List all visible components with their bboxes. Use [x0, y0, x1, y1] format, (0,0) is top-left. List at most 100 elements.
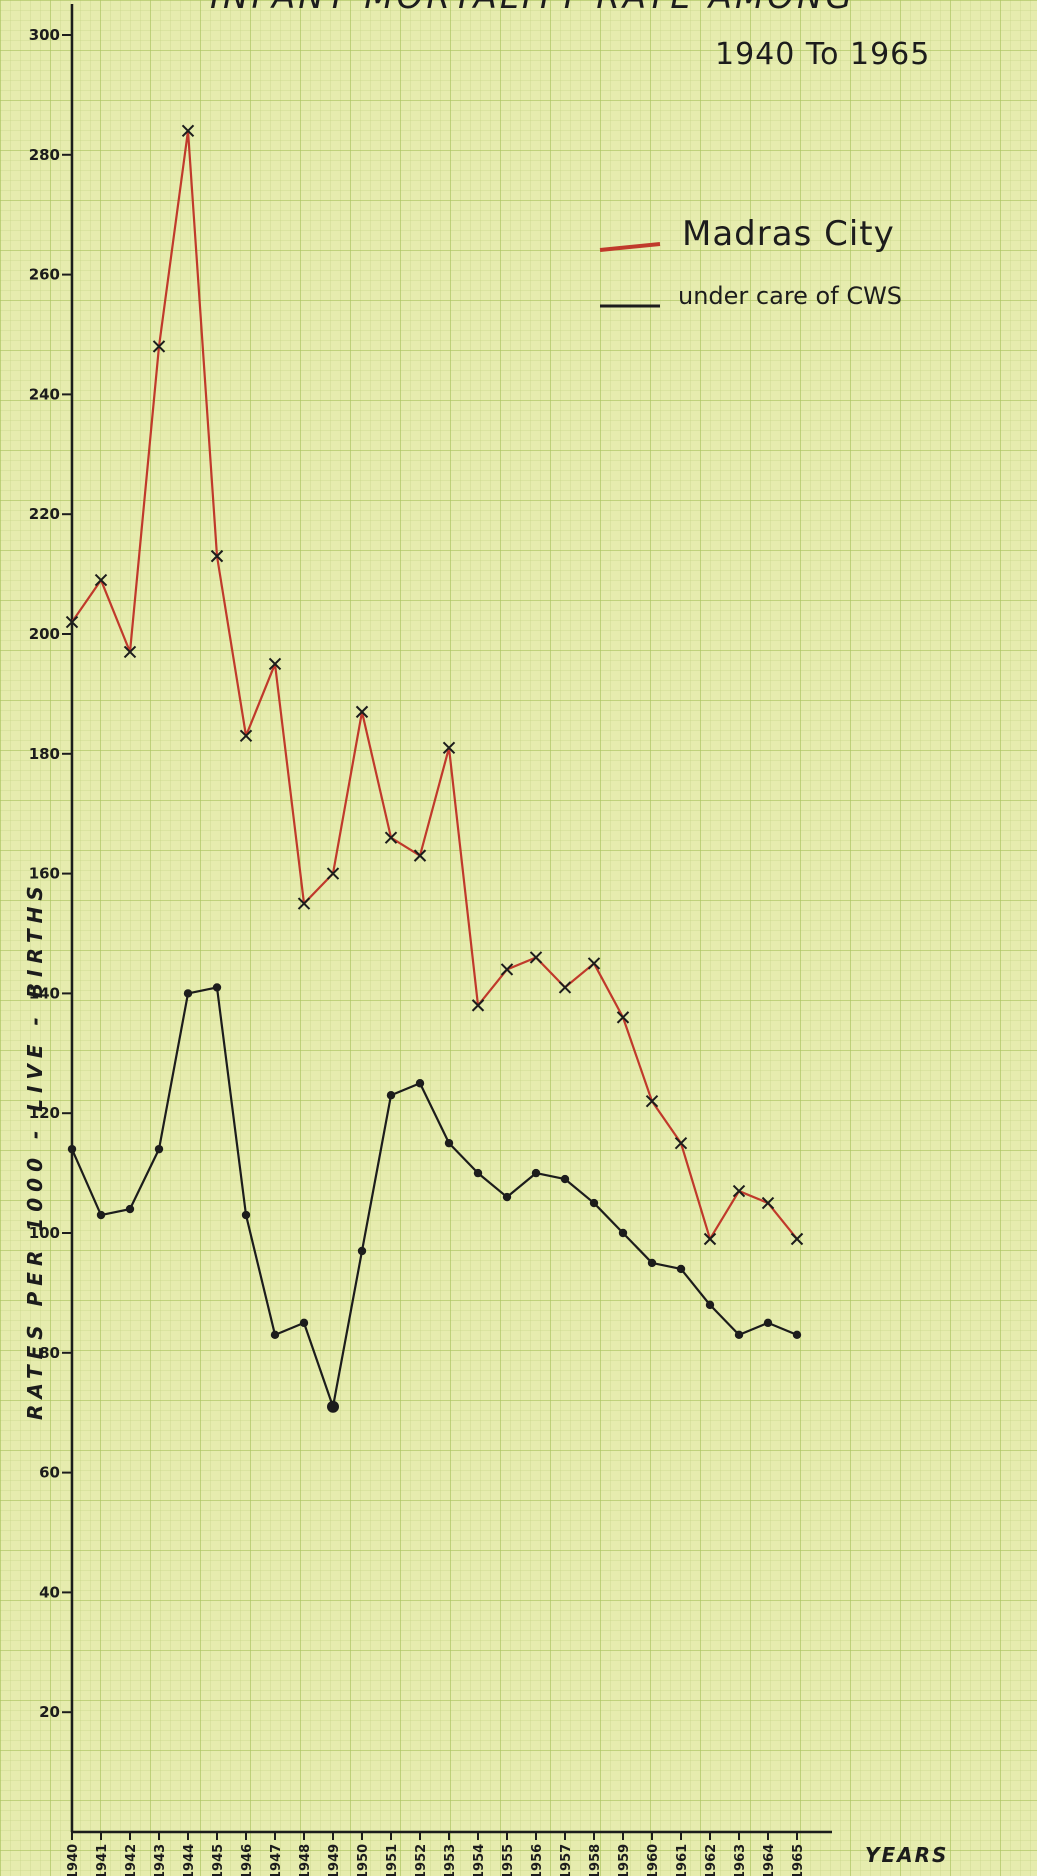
x-tick-label: 1949	[327, 1844, 342, 1876]
x-axis-label: YEARS	[865, 1843, 948, 1867]
x-tick-label: 1947	[269, 1844, 284, 1876]
data-point-madras-city	[210, 549, 224, 563]
chart-title: INFANT MORTALITY RATE AMONG	[210, 0, 855, 17]
legend: Madras City under care of CWS	[599, 214, 902, 310]
data-point-cws	[183, 989, 193, 998]
data-point-cws	[502, 1192, 512, 1202]
x-tick-label: 1962	[704, 1844, 719, 1876]
x-tick-label: 1957	[559, 1844, 574, 1876]
data-point-madras-city	[761, 1196, 775, 1210]
data-point-cws	[792, 1330, 802, 1340]
data-point-cws	[618, 1228, 628, 1238]
data-point-madras-city	[471, 999, 485, 1012]
series-layer	[65, 124, 804, 1413]
data-point-cws	[357, 1246, 367, 1256]
data-point-madras-city	[645, 1095, 659, 1108]
data-point-cws	[241, 1210, 251, 1220]
data-point-madras-city	[326, 867, 340, 880]
y-tick-label: 280	[29, 146, 60, 164]
data-point-cws	[763, 1318, 773, 1328]
data-point-cws	[327, 1400, 339, 1413]
data-point-cws	[212, 983, 222, 992]
x-tick-label: 1946	[240, 1844, 255, 1876]
data-point-madras-city	[790, 1232, 804, 1246]
x-tick-label: 1954	[472, 1844, 487, 1876]
data-point-cws	[676, 1264, 686, 1274]
x-tick-label: 1944	[182, 1844, 197, 1876]
x-tick-label: 1948	[298, 1844, 313, 1876]
data-point-cws	[299, 1318, 309, 1328]
y-tick-label: 40	[39, 1583, 60, 1601]
x-tick-label: 1956	[530, 1844, 545, 1876]
x-tick-label: 1960	[646, 1844, 661, 1876]
data-point-madras-city	[239, 729, 253, 743]
x-tick-label: 1964	[762, 1844, 777, 1876]
data-point-madras-city	[65, 615, 79, 629]
data-point-madras-city	[94, 573, 108, 587]
x-tick-label: 1955	[501, 1844, 516, 1876]
data-point-madras-city	[529, 951, 543, 964]
data-point-cws	[734, 1330, 744, 1340]
x-tick-label: 1952	[414, 1844, 429, 1876]
y-tick-label: 20	[39, 1703, 60, 1721]
y-axis-label: RATES PER 1000 - LIVE - BIRTHS	[23, 880, 47, 1420]
y-tick-label: 60	[39, 1464, 60, 1482]
data-point-cws	[154, 1144, 164, 1154]
x-tick-label: 1958	[588, 1844, 603, 1876]
data-point-madras-city	[558, 981, 572, 994]
x-tick-label: 1941	[95, 1844, 110, 1876]
series-line-cws	[70, 986, 798, 1408]
data-point-cws	[125, 1204, 135, 1214]
x-tick-label: 1940	[66, 1844, 81, 1876]
data-point-madras-city	[732, 1184, 746, 1198]
data-point-madras-city	[616, 1011, 630, 1024]
data-point-cws	[473, 1168, 483, 1178]
y-axis-ticks: 20 40 60 80 100 120 140 160 180 200 220 240 260 280 30…	[29, 26, 72, 1721]
x-tick-label: 1951	[385, 1844, 400, 1876]
y-tick-label: 200	[29, 625, 60, 643]
data-point-madras-city	[674, 1136, 688, 1150]
y-tick-label: 140	[29, 984, 60, 1002]
data-point-cws	[589, 1198, 599, 1208]
data-point-cws	[270, 1330, 280, 1340]
data-point-madras-city	[181, 124, 195, 138]
data-point-cws	[705, 1300, 715, 1310]
data-point-cws	[647, 1258, 657, 1268]
y-tick-label: 100	[29, 1224, 60, 1242]
data-point-cws	[386, 1091, 396, 1100]
chart-subtitle: 1940 To 1965	[715, 37, 930, 72]
x-tick-label: 1945	[211, 1844, 226, 1876]
y-tick-label: 260	[29, 266, 60, 284]
x-tick-label: 1961	[675, 1844, 690, 1876]
x-tick-label: 1950	[356, 1844, 371, 1876]
data-point-madras-city	[703, 1232, 717, 1246]
data-point-cws	[531, 1168, 541, 1178]
y-tick-label: 160	[29, 865, 60, 883]
data-point-cws	[96, 1210, 106, 1220]
data-point-madras-city	[268, 657, 282, 671]
data-point-cws	[415, 1079, 425, 1088]
data-point-madras-city	[123, 645, 137, 659]
x-tick-label: 1942	[124, 1844, 139, 1876]
y-tick-label: 80	[39, 1344, 60, 1362]
legend-swatch-madras-city	[599, 242, 661, 252]
legend-label-madras-city: Madras City	[682, 214, 895, 254]
x-tick-label: 1963	[733, 1844, 748, 1876]
data-point-madras-city	[355, 705, 369, 719]
data-point-cws	[67, 1144, 77, 1154]
x-tick-label: 1943	[153, 1844, 168, 1876]
y-tick-label: 180	[29, 745, 60, 763]
data-point-madras-city	[442, 741, 456, 755]
y-tick-label: 120	[29, 1104, 60, 1122]
x-tick-label: 1965	[791, 1844, 806, 1876]
legend-label-cws: under care of CWS	[678, 282, 902, 310]
data-point-madras-city	[152, 340, 166, 353]
series-line-madras-city	[71, 129, 798, 1241]
x-axis-ticks: 1940 1941 1942 1943 1944 1945 1946 1947 1948 1949…	[66, 1832, 806, 1876]
data-point-madras-city	[587, 957, 601, 970]
y-tick-label: 300	[29, 26, 60, 44]
y-tick-label: 240	[29, 385, 60, 403]
data-point-madras-city	[413, 849, 427, 862]
